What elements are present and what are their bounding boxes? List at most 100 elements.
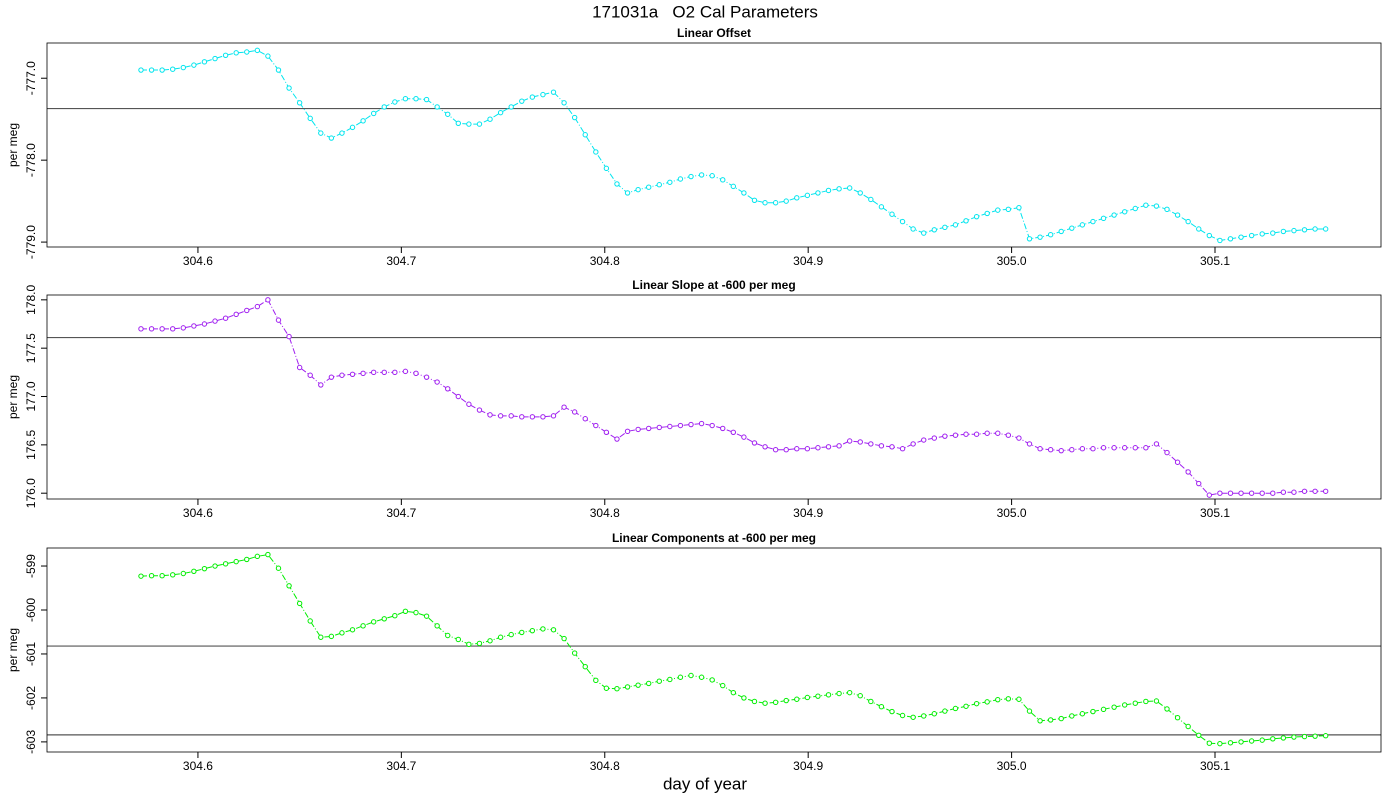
y-axis-label: per meg bbox=[6, 628, 20, 672]
data-point bbox=[244, 307, 250, 314]
x-tick-label: 304.8 bbox=[590, 254, 620, 268]
x-tick-label: 305.0 bbox=[997, 759, 1027, 773]
data-point bbox=[783, 198, 789, 204]
data-point bbox=[1248, 232, 1255, 239]
y-tick-label: 177.5 bbox=[24, 333, 38, 363]
data-point bbox=[370, 619, 377, 625]
data-point bbox=[1058, 447, 1064, 454]
data-point bbox=[995, 430, 1001, 436]
data-point bbox=[614, 181, 620, 187]
data-point bbox=[942, 708, 948, 714]
data-point bbox=[497, 413, 504, 419]
data-point bbox=[825, 444, 832, 450]
y-tick-label: -599 bbox=[24, 554, 38, 578]
data-point bbox=[783, 446, 789, 453]
data-point bbox=[138, 67, 144, 73]
data-point bbox=[783, 697, 789, 704]
plot-frame bbox=[46, 294, 1382, 500]
data-point bbox=[561, 404, 567, 410]
data-point bbox=[519, 629, 525, 636]
y-tick-label: 177.0 bbox=[24, 381, 38, 411]
data-point bbox=[984, 699, 990, 705]
data-point bbox=[508, 631, 514, 638]
data-point bbox=[1301, 227, 1308, 233]
data-point bbox=[698, 674, 705, 680]
data-point bbox=[593, 422, 599, 429]
data-point bbox=[1174, 212, 1181, 218]
data-point bbox=[603, 685, 610, 691]
data-point bbox=[1132, 445, 1138, 451]
data-point bbox=[1185, 723, 1191, 730]
data-point bbox=[1016, 696, 1022, 702]
data-point bbox=[910, 226, 916, 232]
data-point bbox=[402, 368, 409, 375]
data-point bbox=[741, 434, 747, 440]
data-point bbox=[624, 190, 631, 196]
data-point bbox=[466, 401, 472, 407]
data-point bbox=[1069, 446, 1075, 453]
data-point bbox=[1121, 209, 1128, 215]
data-point bbox=[899, 446, 906, 452]
data-point bbox=[1206, 232, 1213, 239]
data-point bbox=[582, 132, 588, 138]
data-point bbox=[339, 372, 345, 378]
data-point bbox=[381, 104, 387, 110]
data-point bbox=[455, 120, 462, 126]
data-point bbox=[370, 110, 377, 117]
data-point bbox=[1153, 441, 1160, 447]
data-point bbox=[646, 425, 652, 432]
data-point bbox=[624, 684, 631, 690]
data-point bbox=[138, 573, 144, 579]
data-point bbox=[836, 443, 842, 449]
data-point bbox=[677, 422, 684, 429]
data-point bbox=[931, 435, 937, 441]
data-point bbox=[148, 67, 155, 73]
data-point bbox=[392, 613, 398, 619]
data-point bbox=[159, 326, 165, 332]
data-point bbox=[1291, 734, 1297, 740]
data-point bbox=[815, 693, 821, 699]
data-point bbox=[487, 638, 493, 644]
x-axis-label: day of year bbox=[663, 774, 747, 793]
data-point bbox=[688, 173, 694, 180]
data-point bbox=[1259, 231, 1265, 237]
data-point bbox=[508, 413, 514, 419]
data-point bbox=[1217, 490, 1223, 496]
data-point bbox=[1132, 700, 1138, 706]
data-point bbox=[603, 429, 610, 435]
x-tick-label: 304.6 bbox=[183, 759, 213, 773]
x-tick-label: 304.7 bbox=[386, 506, 416, 520]
data-point bbox=[836, 690, 842, 697]
data-point bbox=[772, 200, 779, 206]
data-point bbox=[328, 374, 335, 380]
data-point bbox=[1005, 696, 1012, 702]
data-point bbox=[582, 416, 588, 422]
data-point bbox=[1312, 226, 1318, 232]
data-point bbox=[1090, 218, 1096, 225]
data-point bbox=[159, 572, 165, 579]
data-point bbox=[794, 446, 800, 452]
data-point bbox=[1037, 234, 1043, 240]
data-point bbox=[307, 618, 313, 624]
y-tick-label: -600 bbox=[24, 598, 38, 622]
data-point bbox=[899, 218, 906, 225]
data-point bbox=[529, 94, 536, 100]
data-point bbox=[497, 634, 504, 640]
data-point bbox=[191, 62, 197, 68]
data-point bbox=[878, 204, 885, 210]
data-point bbox=[1206, 740, 1213, 746]
data-point bbox=[667, 179, 673, 185]
data-point bbox=[265, 551, 271, 558]
data-point bbox=[201, 321, 208, 327]
data-point bbox=[1143, 698, 1149, 705]
data-point bbox=[614, 436, 620, 442]
data-point bbox=[434, 623, 440, 629]
data-point bbox=[508, 104, 514, 110]
data-point bbox=[973, 700, 980, 707]
data-point bbox=[1111, 704, 1117, 710]
data-point bbox=[730, 183, 737, 190]
data-point bbox=[222, 561, 229, 567]
data-point bbox=[1280, 489, 1287, 495]
data-point bbox=[825, 187, 832, 194]
